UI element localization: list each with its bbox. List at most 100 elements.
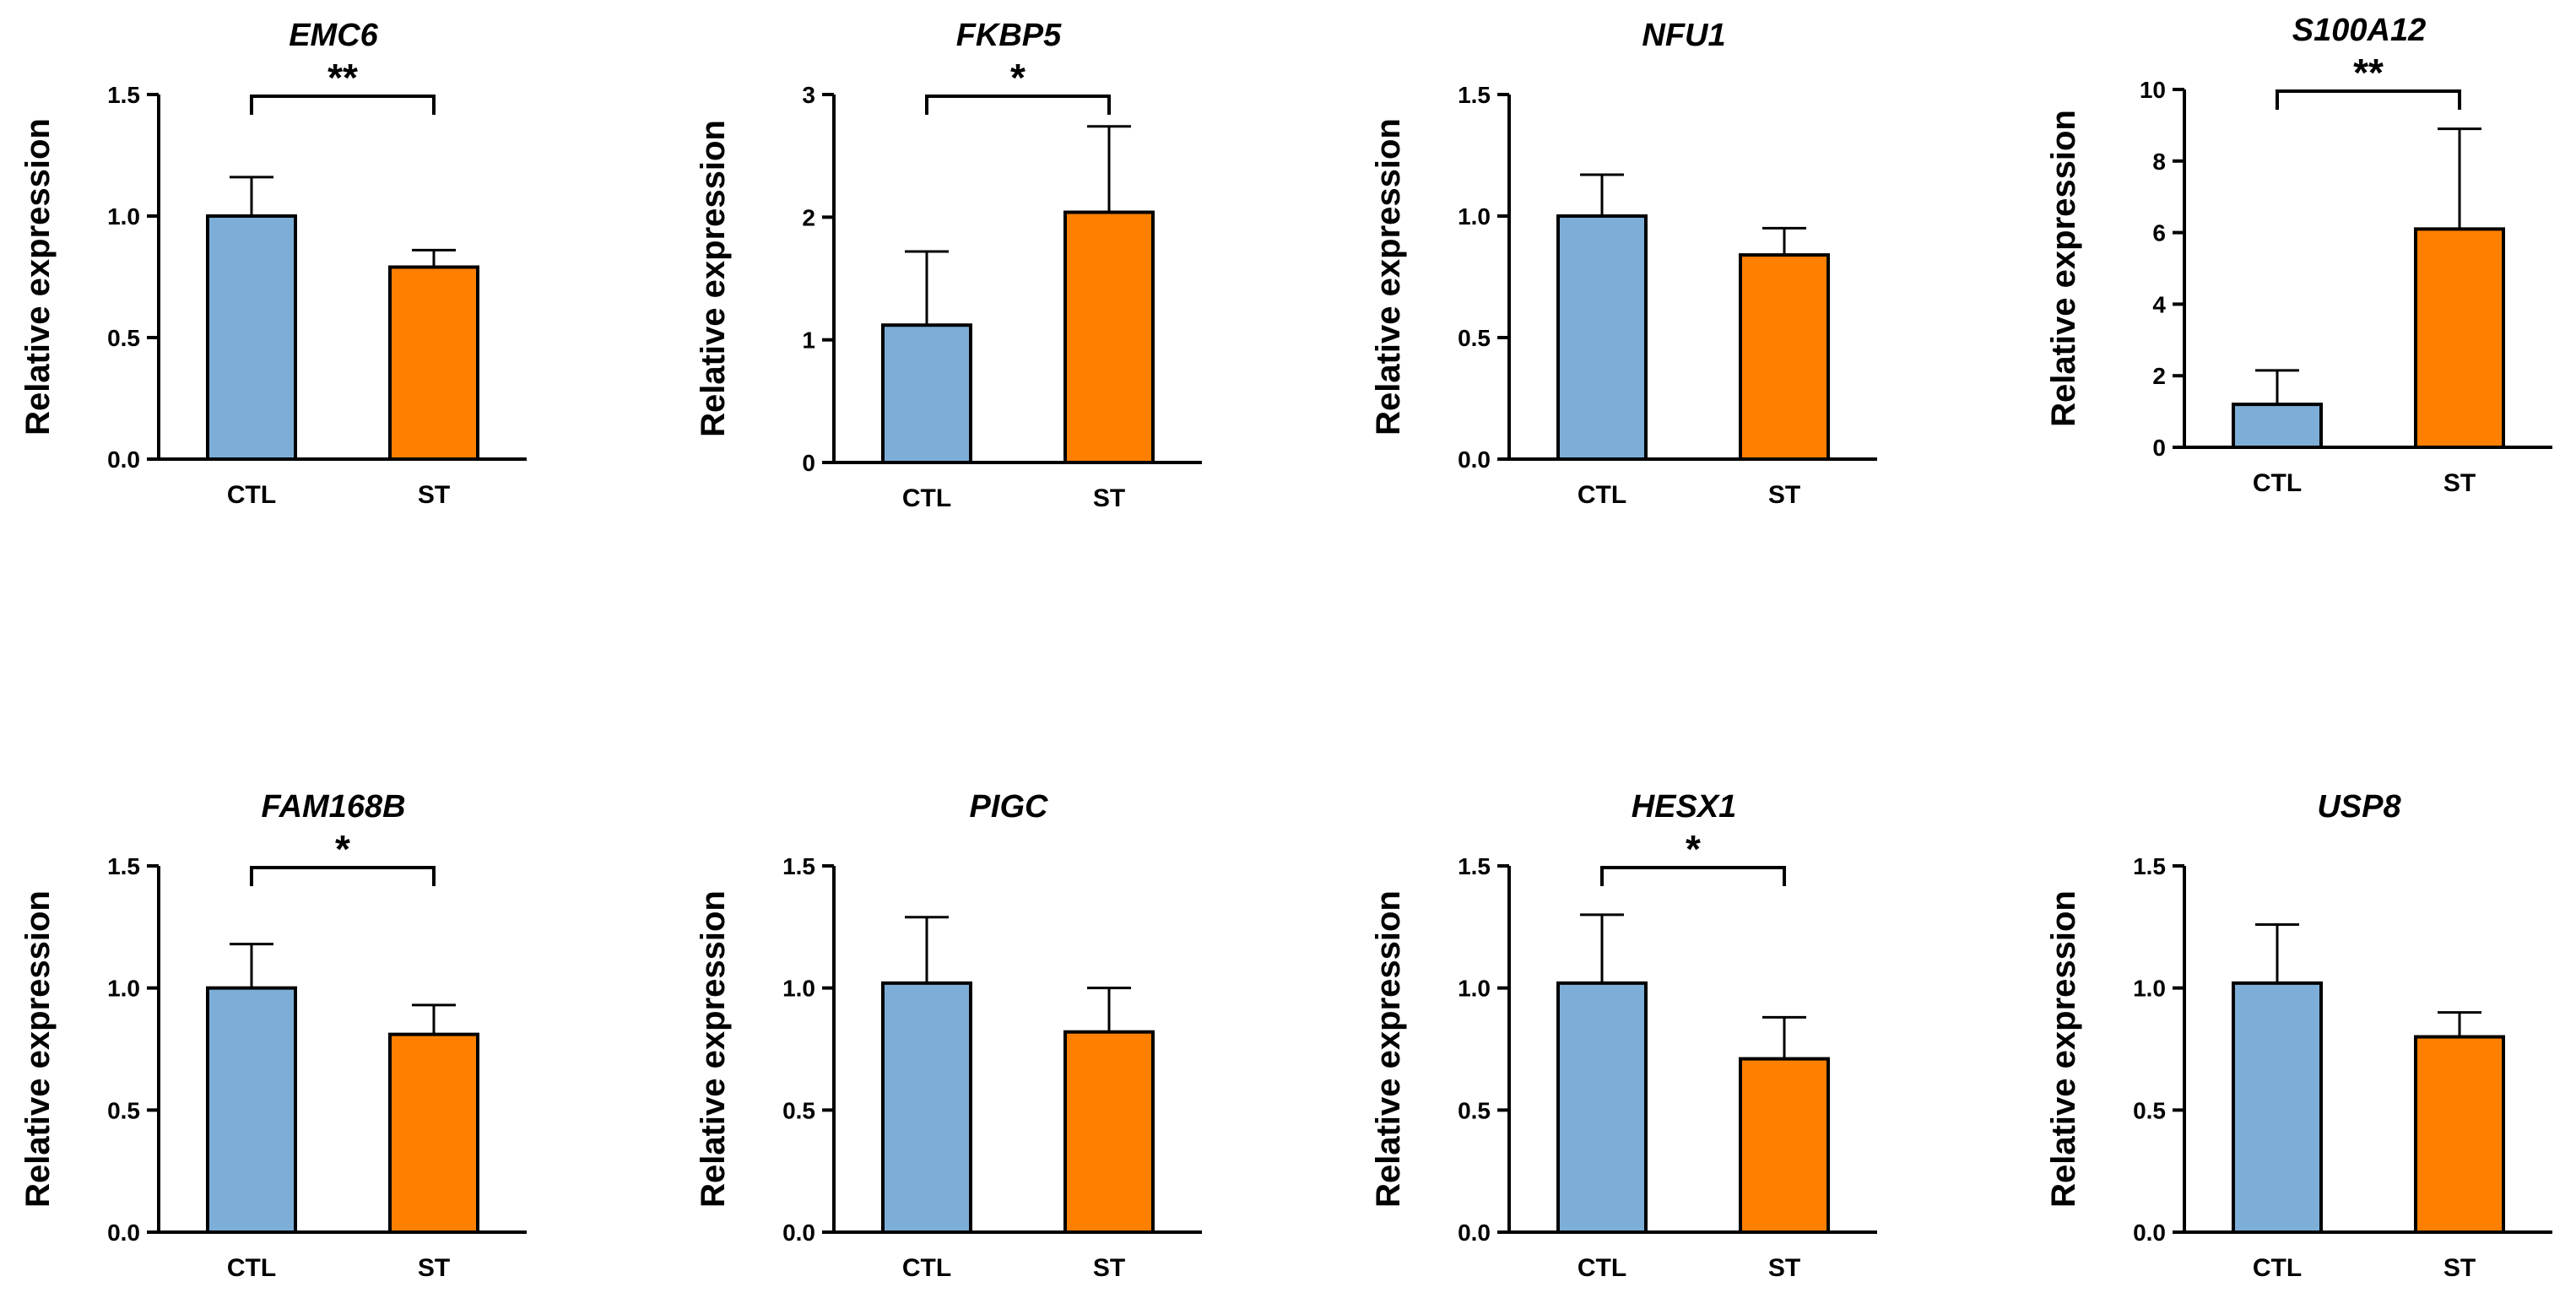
chart-panel-fam168b: 0.0 0.5 1.0 1.5 Relative expression FAM168B CT… [19,789,527,1282]
y-tick-label: 2 [802,204,815,230]
bar-ctl [1556,981,1648,1234]
panel-title: USP8 [2317,789,2401,825]
significance-bracket [925,95,1111,115]
y-tick-label: 1.0 [107,976,140,1002]
bar-ctl [881,981,972,1234]
significance-marker: ** [2353,51,2384,95]
y-tick-label: 0.5 [1458,1097,1491,1123]
x-category-label: ST [2443,469,2476,497]
y-tick-label: 10 [2140,77,2166,103]
significance-bracket [250,95,436,115]
y-tick-label: 0.0 [107,1220,140,1246]
chart-panel-s100a12: 0 2 4 6 8 10 Relative expression S100A12 CTL ST ** [2045,13,2552,497]
y-tick-label: 8 [2152,149,2166,175]
y-tick-label: 0 [802,450,815,476]
y-tick-label: 1.0 [782,976,815,1002]
significance-marker: * [1010,56,1026,100]
x-category-label: CTL [902,1254,951,1282]
y-tick-label: 0.5 [107,1097,140,1123]
chart-panel-fkbp5: 0 1 2 3 Relative expression FKBP5 CTL ST * [695,18,1202,512]
y-tick-label: 1.0 [107,203,140,230]
x-category-label: ST [1093,1254,1125,1282]
y-tick-label: 1.5 [107,82,140,108]
bar-ctl [2232,403,2323,449]
significance-bracket [2276,89,2461,110]
x-category-label: CTL [902,484,951,512]
y-tick-label: 0.5 [782,1097,815,1123]
panel-title: PIGC [970,789,1048,825]
significance-marker: * [335,827,350,871]
chart-panel-usp8: 0.0 0.5 1.0 1.5 Relative expression USP8 CTL ST [2045,789,2552,1282]
panel-title: FKBP5 [956,18,1062,53]
bar-st [388,1032,479,1235]
bar-ctl [881,323,972,464]
x-category-label: CTL [227,481,276,509]
y-axis-label: Relative expression [19,118,57,435]
bar-st [2414,227,2505,449]
x-category-label: ST [418,1254,450,1282]
bar-st [2414,1035,2505,1234]
bar-st [1063,1030,1155,1235]
y-axis-label: Relative expression [695,890,732,1208]
significance-bracket [250,866,436,886]
chart-panel-hesx1: 0.0 0.5 1.0 1.5 Relative expression HESX1 CTL S… [1370,789,1877,1282]
y-axis-label: Relative expression [2045,890,2082,1208]
y-tick-label: 0.0 [107,446,140,473]
x-category-label: CTL [1578,1254,1626,1282]
y-tick-label: 0.0 [2133,1220,2166,1246]
chart-panel-emc6: 0.0 0.5 1.0 1.5 Relative expression EMC6 CTL ST… [19,18,527,509]
y-tick-label: 4 [2152,291,2166,317]
y-tick-label: 1.0 [1458,976,1491,1002]
panel-title: HESX1 [1632,789,1737,825]
y-axis-label: Relative expression [1370,890,1407,1208]
x-category-label: CTL [1578,481,1626,509]
bar-ctl [2232,981,2323,1234]
y-tick-label: 1.5 [782,853,815,879]
y-tick-label: 0.0 [782,1220,815,1246]
chart-panel-pigc: 0.0 0.5 1.0 1.5 Relative expression PIGC CTL ST [695,789,1202,1282]
bar-st [388,265,479,462]
x-category-label: CTL [2253,469,2302,497]
y-tick-label: 1.5 [2133,853,2166,879]
x-category-label: ST [418,481,450,509]
y-axis-label: Relative expression [1370,118,1407,435]
y-axis-label: Relative expression [2045,110,2082,427]
significance-marker: * [1686,827,1701,871]
bar-ctl [206,214,297,461]
x-category-label: ST [2443,1254,2476,1282]
x-category-label: ST [1093,484,1125,512]
x-category-label: CTL [2253,1254,2302,1282]
panel-title: S100A12 [2292,13,2426,48]
panel-title: EMC6 [289,18,378,53]
y-axis-label: Relative expression [19,890,57,1208]
chart-panel-nfu1: 0.0 0.5 1.0 1.5 Relative expression NFU1 CTL ST [1370,18,1877,509]
x-category-label: ST [1768,1254,1800,1282]
y-tick-label: 6 [2152,220,2166,246]
x-category-label: ST [1768,481,1800,509]
bar-ctl [1556,214,1648,461]
panel-title: NFU1 [1642,18,1725,53]
bar-st [1739,253,1830,461]
x-category-label: CTL [227,1254,276,1282]
significance-marker: ** [327,56,358,100]
y-tick-label: 1.0 [2133,976,2166,1002]
y-axis-label: Relative expression [695,120,732,437]
y-tick-label: 1.0 [1458,203,1491,230]
y-tick-label: 0.0 [1458,1220,1491,1246]
y-tick-label: 1.5 [1458,853,1491,879]
y-tick-label: 1.5 [1458,82,1491,108]
y-tick-label: 1 [802,327,815,354]
y-tick-label: 2 [2152,363,2166,389]
y-tick-label: 0.5 [2133,1097,2166,1123]
bar-ctl [206,986,297,1234]
y-tick-label: 1.5 [107,853,140,879]
y-tick-label: 0.0 [1458,446,1491,473]
significance-bracket [1600,866,1786,886]
y-tick-label: 3 [802,82,815,108]
bar-st [1063,210,1155,465]
panel-title: FAM168B [261,789,405,825]
y-tick-label: 0.5 [1458,325,1491,351]
bar-st [1739,1057,1830,1235]
y-tick-label: 0.5 [107,325,140,351]
